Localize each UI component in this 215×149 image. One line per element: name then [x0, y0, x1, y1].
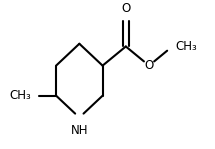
Text: O: O	[121, 2, 131, 15]
Text: NH: NH	[71, 124, 88, 137]
Text: CH₃: CH₃	[10, 89, 32, 102]
Text: O: O	[144, 59, 154, 72]
Text: CH₃: CH₃	[175, 40, 197, 53]
